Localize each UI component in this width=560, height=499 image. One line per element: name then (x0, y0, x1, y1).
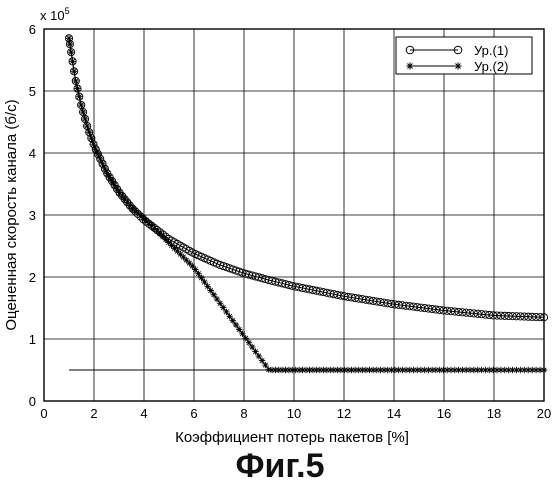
legend-box (396, 37, 532, 74)
series-2-point (239, 331, 245, 337)
series-2-point (230, 317, 236, 323)
series-2-point (259, 357, 265, 363)
y-tick-label: 5 (29, 84, 36, 99)
series-2-point (76, 93, 82, 99)
y-tick-label: 1 (29, 332, 36, 347)
y-tick-label: 0 (29, 394, 36, 409)
y-tick-label: 2 (29, 270, 36, 285)
x-tick-label: 20 (537, 406, 551, 421)
x-tick-label: 14 (387, 406, 401, 421)
series-2-point (78, 102, 84, 108)
series-2-point (69, 58, 75, 64)
x-tick-label: 6 (190, 406, 197, 421)
series-2-point (201, 279, 207, 285)
series-2-point (246, 339, 252, 345)
series-2-point (73, 78, 79, 84)
legend-label-series-2: Ур.(2) (474, 59, 508, 74)
series-2-point (67, 41, 73, 47)
x-tick-label: 12 (337, 406, 351, 421)
x-tick-label: 16 (437, 406, 451, 421)
x-tick-label: 10 (287, 406, 301, 421)
series-2-point (204, 283, 210, 289)
series-2-point (249, 344, 255, 350)
series-2-point (226, 313, 232, 319)
series-2-point (233, 322, 239, 328)
y-tick-label: 6 (29, 22, 36, 37)
series-2-point (211, 292, 217, 298)
figure-caption: Фиг.5 (0, 447, 560, 486)
legend-label-series-1: Ур.(1) (474, 43, 508, 58)
series-2-point (88, 135, 94, 141)
series-2-point (217, 300, 223, 306)
series-2-point (262, 362, 268, 368)
series-2-point (82, 116, 88, 122)
y-tick-label: 3 (29, 208, 36, 223)
series-2-point (256, 353, 262, 359)
x-tick-label: 18 (487, 406, 501, 421)
series-2-point (192, 266, 198, 272)
y-axis-label: Оцененная скорость канала (б/с) (3, 99, 20, 330)
x-axis-label: Коэффициент потерь пакетов [%] (175, 429, 409, 446)
x-tick-label: 0 (40, 406, 47, 421)
y-multiplier-exponent: 5 (65, 6, 70, 16)
x-tick-label: 4 (140, 406, 147, 421)
y-tick-label: 4 (29, 146, 36, 161)
series-2-point (236, 326, 242, 332)
x-tick-label: 2 (90, 406, 97, 421)
legend: Ур.(1) Ур.(2) (396, 37, 532, 74)
x-tick-label: 8 (240, 406, 247, 421)
